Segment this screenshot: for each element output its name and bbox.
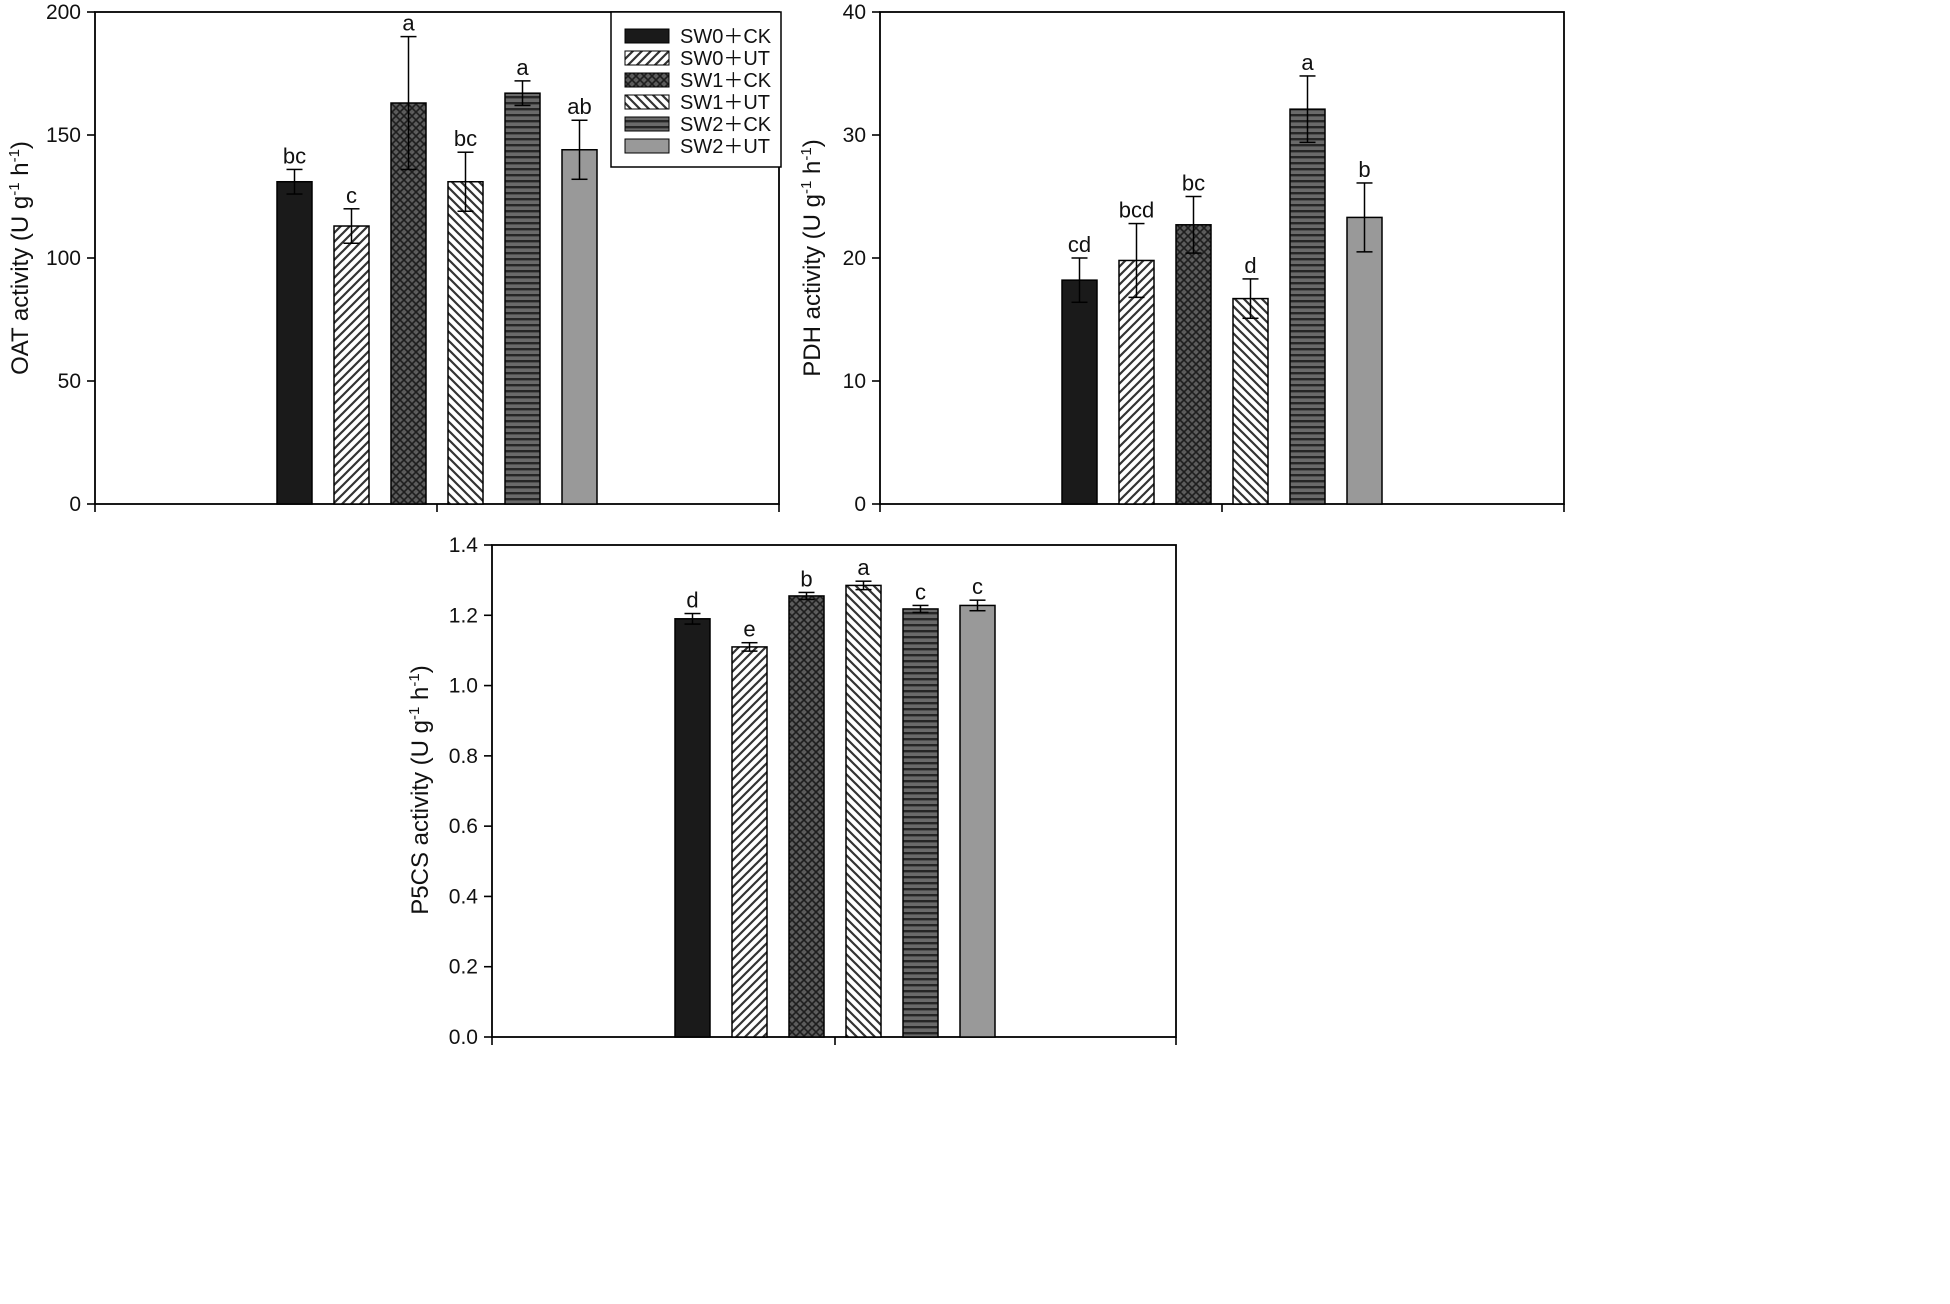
p5cs-significance-label: b	[800, 566, 812, 591]
oat-y-axis: 0 50 100 150 200	[46, 1, 780, 516]
pdh-y-axis-title: PDH activity (U g-1 h-1)	[798, 139, 826, 376]
p5cs-y-tick-label: 0.2	[449, 956, 478, 979]
pdh-y-axis: 0 10 20 30 40	[843, 1, 1565, 516]
legend-swatch	[624, 94, 670, 110]
legend-swatch	[624, 138, 670, 154]
pdh-plot-frame	[879, 11, 1565, 505]
oat-bars: bc c a bc a ab	[276, 11, 598, 505]
p5cs-significance-label: d	[686, 588, 698, 613]
legend-entry: SW2＋UT	[624, 136, 770, 158]
legend-entry: SW1＋UT	[624, 92, 770, 114]
oat-significance-label: ab	[567, 94, 591, 119]
oat-y-tick-label: 50	[58, 370, 81, 393]
legend-label: SW0＋UT	[680, 48, 770, 70]
p5cs-significance-label: c	[915, 579, 926, 604]
oat-y-tick-label: 100	[46, 247, 81, 270]
p5cs-bar	[731, 646, 768, 1038]
p5cs-y-tick-label: 0.8	[449, 745, 478, 768]
oat-y-tick-label: 200	[46, 1, 81, 24]
p5cs-bar	[788, 595, 825, 1038]
oat-significance-label: a	[516, 55, 529, 80]
p5cs-significance-label: c	[972, 574, 983, 599]
legend-label: SW2＋CK	[680, 114, 772, 136]
legend-label: SW1＋CK	[680, 70, 772, 92]
oat-bar	[561, 149, 598, 505]
oat-y-tick-label: 0	[69, 493, 81, 516]
legend-entry: SW2＋CK	[624, 114, 772, 136]
legend-swatch	[624, 116, 670, 132]
p5cs-significance-label: a	[857, 555, 870, 580]
oat-panel: 0 50 100 150 200 bc c a bc a ab OAT activity (U g…	[6, 1, 780, 516]
oat-significance-label: c	[346, 183, 357, 208]
legend-swatch	[624, 72, 670, 88]
pdh-bar	[1175, 224, 1212, 505]
pdh-significance-label: b	[1358, 157, 1370, 182]
oat-bar	[390, 102, 427, 505]
pdh-significance-label: cd	[1068, 232, 1091, 257]
oat-y-tick-label: 150	[46, 124, 81, 147]
p5cs-y-axis: 0.0 0.2 0.4 0.6 0.8 1.0 1.2 1.4	[449, 534, 1177, 1049]
legend-label: SW1＋UT	[680, 92, 770, 114]
pdh-bar	[1289, 108, 1326, 505]
p5cs-plot-frame	[491, 544, 1177, 1038]
legend-entry: SW0＋UT	[624, 48, 770, 70]
p5cs-significance-label: e	[743, 617, 755, 642]
pdh-y-tick-label: 40	[843, 1, 866, 24]
pdh-bar	[1061, 279, 1098, 505]
p5cs-y-tick-label: 0.6	[449, 815, 478, 838]
pdh-bar	[1232, 297, 1269, 505]
p5cs-bar	[902, 608, 939, 1038]
oat-bar	[504, 92, 541, 505]
legend-entry: SW0＋CK	[624, 26, 772, 48]
pdh-y-tick-label: 10	[843, 370, 866, 393]
oat-y-axis-title: OAT activity (U g-1 h-1)	[6, 141, 34, 375]
p5cs-y-tick-label: 0.0	[449, 1026, 478, 1049]
legend-swatch	[624, 28, 670, 44]
p5cs-y-tick-label: 1.4	[449, 534, 479, 557]
legend-label: SW0＋CK	[680, 26, 772, 48]
oat-significance-label: bc	[454, 126, 477, 151]
oat-bar	[276, 180, 313, 505]
oat-bar	[333, 225, 370, 505]
oat-bar	[447, 180, 484, 505]
legend-label: SW2＋UT	[680, 136, 770, 158]
p5cs-panel: 0.0 0.2 0.4 0.6 0.8 1.0 1.2 1.4 d e b a c c P5CS act…	[406, 534, 1177, 1049]
pdh-y-tick-label: 0	[854, 493, 866, 516]
p5cs-y-axis-title: P5CS activity (U g-1 h-1)	[406, 665, 434, 914]
pdh-bar	[1346, 216, 1383, 505]
pdh-significance-label: bc	[1182, 171, 1205, 196]
legend: SW0＋CK SW0＋UT SW1＋CK SW1＋UT SW2＋CK SW2＋U…	[610, 11, 782, 168]
p5cs-bars: d e b a c c	[674, 555, 996, 1038]
pdh-significance-label: bcd	[1119, 198, 1154, 223]
p5cs-y-tick-label: 0.4	[449, 885, 479, 908]
oat-significance-label: a	[402, 11, 415, 36]
pdh-significance-label: a	[1301, 50, 1314, 75]
legend-entry: SW1＋CK	[624, 70, 772, 92]
oat-significance-label: bc	[283, 143, 306, 168]
p5cs-y-tick-label: 1.2	[449, 604, 478, 627]
legend-swatch	[624, 50, 670, 66]
p5cs-y-tick-label: 1.0	[449, 675, 478, 698]
p5cs-bar	[959, 604, 996, 1038]
pdh-y-tick-label: 30	[843, 124, 866, 147]
p5cs-bar	[845, 584, 882, 1038]
pdh-y-tick-label: 20	[843, 247, 866, 270]
p5cs-bar	[674, 618, 711, 1038]
pdh-significance-label: d	[1244, 253, 1256, 278]
